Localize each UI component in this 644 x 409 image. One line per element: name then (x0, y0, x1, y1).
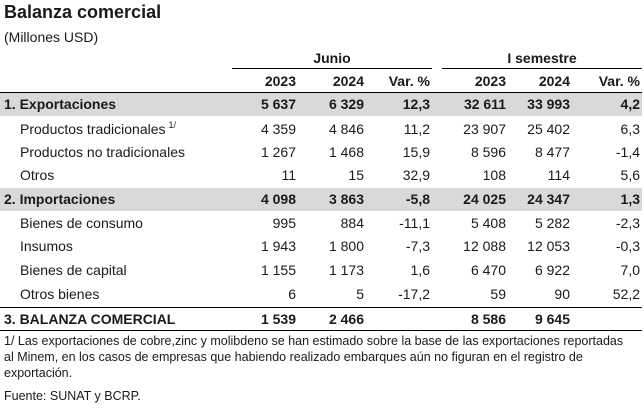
column-header: 2024 (332, 73, 364, 89)
table-cell: 9 645 (534, 311, 570, 327)
table-cell: 12,3 (402, 96, 430, 112)
table-cell (366, 308, 430, 330)
table-cell: 4 359 (260, 121, 296, 137)
table-cell: -0,3 (615, 238, 640, 254)
table-cell: 6 329 (328, 96, 364, 112)
table-cell: -17,2 (398, 286, 430, 302)
footnote: 1/ Las exportaciones de cobre,zinc y mol… (4, 334, 624, 380)
table-cell: 1 173 (328, 262, 364, 278)
table-cell: 1 267 (260, 144, 296, 160)
table-cell: -11,1 (399, 215, 430, 231)
table-cell: 4 098 (260, 191, 296, 207)
group-header-semestre: I semestre (442, 48, 642, 69)
row-label: 2. Importaciones (4, 191, 116, 207)
table-cell: 32 611 (463, 96, 506, 112)
column-header: 2024 (538, 73, 570, 89)
table-cell: 1 539 (260, 311, 296, 327)
table-cell: 11,2 (403, 121, 430, 137)
row-label: Productos no tradicionales (20, 144, 185, 160)
table-cell: 8 477 (534, 144, 570, 160)
column-header: Var. % (598, 73, 640, 89)
table-cell: 33 993 (527, 96, 570, 112)
row-label: 3. BALANZA COMERCIAL (4, 311, 176, 327)
table-row: Bienes de capital 1 155 1 173 1,6 6 470 … (0, 259, 642, 281)
table-cell: 15,9 (402, 144, 430, 160)
table-cell: 1 155 (260, 262, 296, 278)
table-cell: 24 347 (527, 191, 570, 207)
table-cell: 11 (281, 167, 296, 183)
table-cell: 1,3 (620, 191, 640, 207)
row-label: Productos tradicionales 1/ (20, 120, 177, 137)
table-row: Otros bienes 6 5 -17,2 59 90 52,2 (0, 283, 642, 305)
source-note: Fuente: SUNAT y BCRP. (4, 389, 141, 403)
table-cell: 7,0 (620, 262, 640, 278)
table-cell: 5 408 (470, 215, 506, 231)
row-label: Bienes de consumo (20, 215, 143, 231)
table-cell: 1 943 (260, 238, 296, 254)
table-cell: -1,4 (615, 144, 640, 160)
row-label: Otros bienes (20, 286, 100, 302)
table-cell: 8 596 (470, 144, 506, 160)
table-cell: -7,3 (405, 238, 430, 254)
table-row: Bienes de consumo 995 884 -11,1 5 408 5 … (0, 212, 642, 234)
table-cell: 12 088 (463, 238, 506, 254)
table-cell: 4 846 (328, 121, 364, 137)
table-row: Productos tradicionales 1/ 4 359 4 846 11… (0, 118, 642, 140)
table-cell: 6 922 (534, 262, 570, 278)
table-cell: 90 (554, 286, 570, 302)
group-header-junio: Junio (232, 48, 432, 69)
table-cell: 32,9 (402, 167, 430, 183)
table-cell: 6 (288, 286, 296, 302)
table-cell (574, 308, 640, 330)
column-header-row: 2023 2024 Var. % 2023 2024 Var. % (0, 70, 642, 93)
table-cell: 5 637 (260, 96, 296, 112)
table-cell: 6 470 (470, 262, 506, 278)
table-row-total: 3. BALANZA COMERCIAL 1 539 2 466 8 586 9… (0, 307, 642, 331)
table-cell: -2,3 (615, 215, 640, 231)
row-label: Bienes de capital (20, 262, 127, 278)
table-cell: 59 (490, 286, 506, 302)
table-cell: 5 (356, 286, 364, 302)
table-row: 1. Exportaciones 5 637 6 329 12,3 32 611… (0, 93, 642, 115)
table-cell: 6,3 (620, 121, 640, 137)
table-cell: 52,2 (612, 286, 640, 302)
table-cell: -5,8 (405, 191, 430, 207)
table-row: Insumos 1 943 1 800 -7,3 12 088 12 053 -… (0, 235, 642, 257)
table-row: 2. Importaciones 4 098 3 863 -5,8 24 025… (0, 188, 642, 210)
table-cell: 884 (340, 215, 364, 231)
table-row: Productos no tradicionales 1 267 1 468 1… (0, 141, 642, 163)
table-row: Otros 11 15 32,9 108 114 5,6 (0, 164, 642, 186)
table-cell: 3 863 (328, 191, 364, 207)
table-cell: 24 025 (463, 191, 506, 207)
table-cell: 4,2 (620, 96, 640, 112)
table-cell: 1 800 (328, 238, 364, 254)
table-cell: 995 (272, 215, 296, 231)
row-label: 1. Exportaciones (4, 96, 117, 112)
table-cell: 5 282 (534, 215, 570, 231)
table-cell: 12 053 (527, 238, 570, 254)
table-cell: 1,6 (410, 262, 430, 278)
section-band (0, 188, 642, 211)
row-label: Otros (20, 167, 55, 183)
table-cell: 2 466 (328, 311, 364, 327)
column-header: Var. % (388, 73, 430, 89)
table-cell: 1 468 (328, 144, 364, 160)
table-cell: 25 402 (527, 121, 570, 137)
table-cell: 8 586 (470, 311, 506, 327)
table-subtitle: (Millones USD) (4, 29, 99, 45)
table-cell: 15 (348, 167, 364, 183)
column-header: 2023 (474, 73, 506, 89)
footnote-mark: 1/ (168, 120, 177, 131)
table-cell: 23 907 (463, 121, 506, 137)
table-cell: 5,6 (620, 167, 640, 183)
column-header: 2023 (264, 73, 296, 89)
row-label: Insumos (20, 238, 73, 254)
section-band (0, 93, 642, 116)
table-title: Balanza comercial (4, 2, 162, 22)
table-cell: 108 (482, 167, 506, 183)
table-cell: 114 (547, 167, 570, 183)
